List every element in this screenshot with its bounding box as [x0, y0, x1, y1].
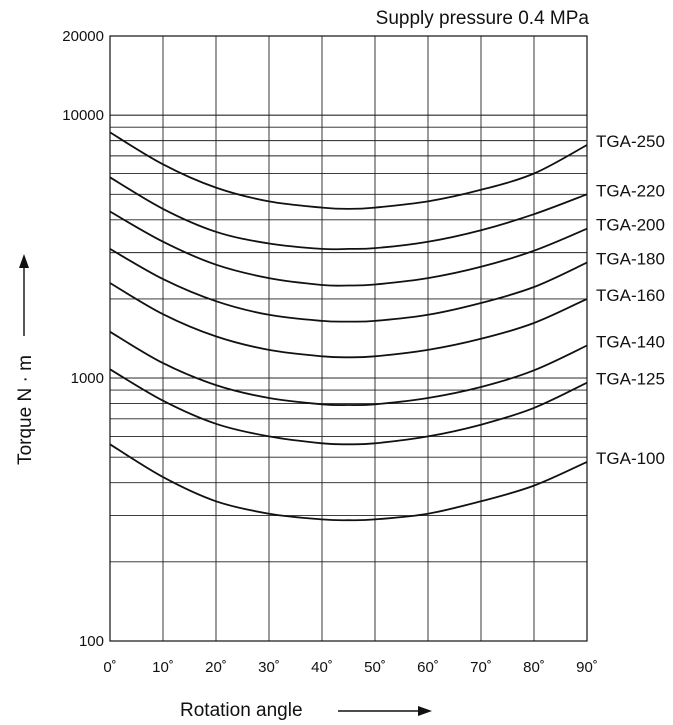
chart-title: Supply pressure 0.4 MPa [376, 8, 590, 29]
y-axis-title: Torque N · m [15, 355, 36, 465]
series-label: TGA-140 [596, 333, 665, 352]
torque-curves [109, 131, 588, 522]
series-label: TGA-250 [596, 132, 665, 151]
y-tick-label: 1000 [71, 370, 104, 387]
x-tick-label: 30˚ [258, 659, 280, 676]
y-tick-label: 100 [79, 633, 104, 650]
series-label: TGA-180 [596, 250, 665, 269]
series-line [109, 248, 588, 323]
series-labels: TGA-250 TGA-220 TGA-200 TGA-180 TGA-160 TGA-1… [596, 132, 665, 468]
series-line [109, 331, 588, 406]
x-tick-label: 20˚ [205, 659, 227, 676]
series-line [109, 176, 588, 251]
series-line [109, 282, 588, 359]
x-tick-label: 50˚ [364, 659, 386, 676]
series-label: TGA-200 [596, 216, 665, 235]
y-tick-label: 20000 [62, 28, 104, 45]
y-tick-labels: 100 1000 10000 20000 [62, 28, 104, 650]
x-tick-label: 10˚ [152, 659, 174, 676]
series-label: TGA-100 [596, 449, 665, 468]
x-tick-label: 0˚ [103, 659, 116, 676]
x-tick-label: 60˚ [417, 659, 439, 676]
series-line [109, 368, 588, 446]
y-axis-arrow-icon [19, 254, 29, 336]
x-tick-label: 70˚ [470, 659, 492, 676]
x-tick-labels: 0˚ 10˚ 20˚ 30˚ 40˚ 50˚ 60˚ 70˚ 80˚ 90˚ [103, 659, 598, 676]
x-tick-label: 80˚ [523, 659, 545, 676]
y-tick-label: 10000 [62, 107, 104, 124]
series-line [109, 443, 588, 522]
x-axis-arrow-icon [338, 706, 432, 716]
x-tick-label: 90˚ [576, 659, 598, 676]
plot-frame [109, 35, 588, 642]
x-axis-title: Rotation angle [180, 700, 303, 721]
grid [109, 35, 588, 642]
series-line [109, 131, 588, 210]
x-tick-label: 40˚ [311, 659, 333, 676]
series-label: TGA-160 [596, 286, 665, 305]
series-label: TGA-125 [596, 370, 665, 389]
series-label: TGA-220 [596, 181, 665, 200]
series-line [109, 210, 588, 287]
